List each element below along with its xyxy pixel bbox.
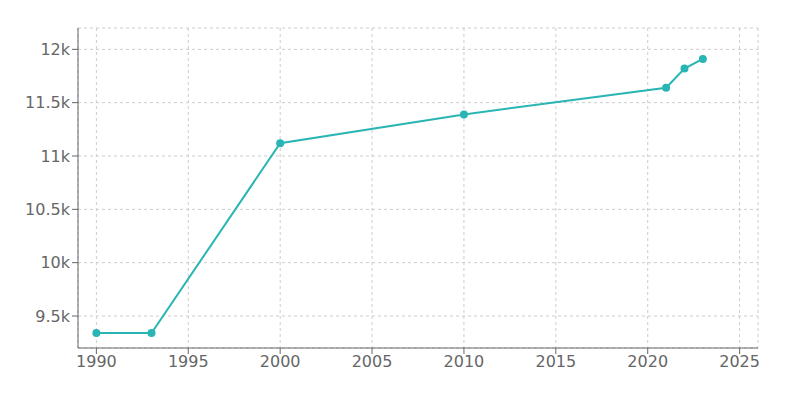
svg-text:9.5k: 9.5k	[35, 307, 70, 326]
svg-text:1990: 1990	[76, 352, 117, 371]
svg-text:2020: 2020	[627, 352, 668, 371]
svg-text:11k: 11k	[40, 147, 70, 166]
svg-text:2015: 2015	[535, 352, 576, 371]
svg-text:1995: 1995	[168, 352, 209, 371]
svg-text:2010: 2010	[444, 352, 485, 371]
svg-text:10k: 10k	[40, 253, 70, 272]
svg-text:12k: 12k	[40, 40, 70, 59]
svg-text:2005: 2005	[352, 352, 393, 371]
svg-text:11.5k: 11.5k	[25, 93, 71, 112]
svg-text:2025: 2025	[719, 352, 760, 371]
svg-text:10.5k: 10.5k	[25, 200, 71, 219]
svg-text:2000: 2000	[260, 352, 301, 371]
